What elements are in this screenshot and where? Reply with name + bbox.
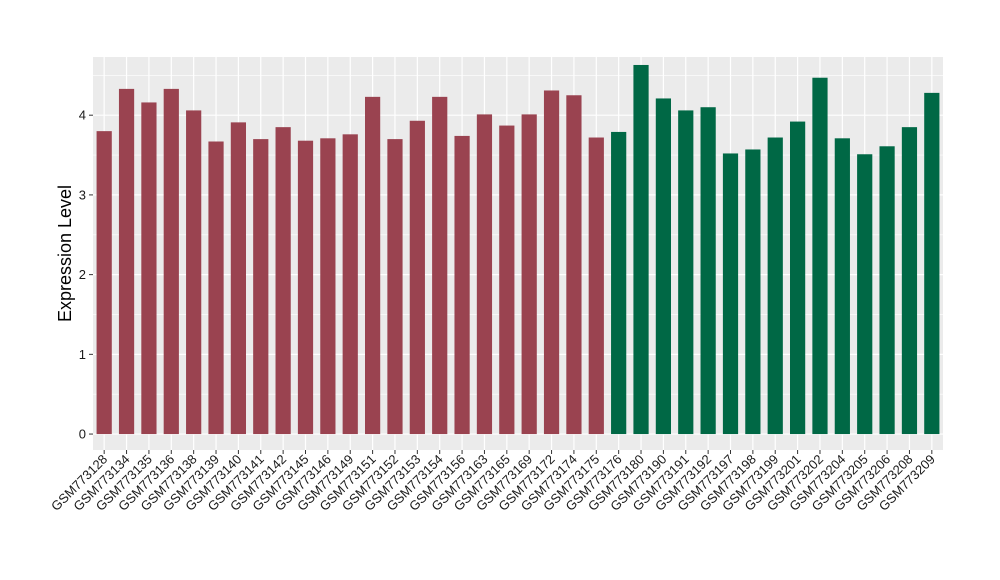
bar-GSM773174 — [566, 95, 582, 435]
bar-GSM773204 — [834, 138, 850, 435]
bar-GSM773175 — [588, 137, 604, 435]
y-axis-title: Expression Level — [55, 185, 75, 322]
bar-GSM773163 — [476, 114, 493, 435]
bar-GSM773153 — [409, 120, 425, 435]
bar-GSM773128 — [96, 131, 112, 435]
bars — [96, 64, 940, 435]
bar-GSM773156 — [454, 135, 470, 435]
bar-GSM773142 — [275, 127, 291, 435]
bar-GSM773169 — [521, 114, 537, 435]
bar-GSM773197 — [722, 153, 739, 435]
bar-GSM773134 — [118, 88, 135, 435]
bar-GSM773172 — [543, 90, 560, 435]
bar-GSM773151 — [365, 96, 381, 435]
bar-GSM773199 — [767, 137, 783, 435]
bar-GSM773192 — [700, 107, 716, 435]
bar-GSM773140 — [230, 122, 246, 435]
bar-GSM773154 — [432, 96, 448, 435]
bar-GSM773135 — [141, 102, 157, 435]
bar-GSM773180 — [633, 64, 649, 435]
bar-GSM773139 — [208, 141, 224, 435]
x-axis: GSM773128GSM773134GSM773135GSM773136GSM7… — [48, 450, 938, 514]
bar-GSM773208 — [901, 127, 918, 435]
y-tick-label: 3 — [79, 187, 86, 202]
bar-GSM773205 — [857, 154, 873, 435]
y-tick-label: 2 — [79, 267, 86, 282]
y-tick-label: 1 — [79, 347, 86, 362]
y-tick-label: 0 — [79, 427, 86, 442]
bar-GSM773136 — [163, 88, 179, 435]
y-axis: 0 1 2 3 4 — [79, 108, 93, 442]
bar-GSM773141 — [253, 139, 269, 435]
y-tick-label: 4 — [79, 108, 86, 123]
bar-GSM773190 — [655, 98, 671, 435]
bar-GSM773206 — [879, 146, 895, 435]
bar-GSM773149 — [342, 134, 358, 435]
bar-GSM773209 — [924, 92, 940, 435]
bar-GSM773145 — [297, 140, 314, 435]
bar-GSM773202 — [812, 77, 828, 435]
bar-GSM773146 — [320, 138, 336, 435]
bar-GSM773165 — [499, 125, 515, 435]
bar-GSM773152 — [387, 139, 403, 435]
bar-GSM773138 — [186, 110, 202, 435]
bar-GSM773198 — [745, 149, 761, 435]
bar-GSM773191 — [678, 110, 694, 435]
bar-GSM773201 — [790, 121, 806, 435]
bar-GSM773176 — [611, 131, 627, 435]
